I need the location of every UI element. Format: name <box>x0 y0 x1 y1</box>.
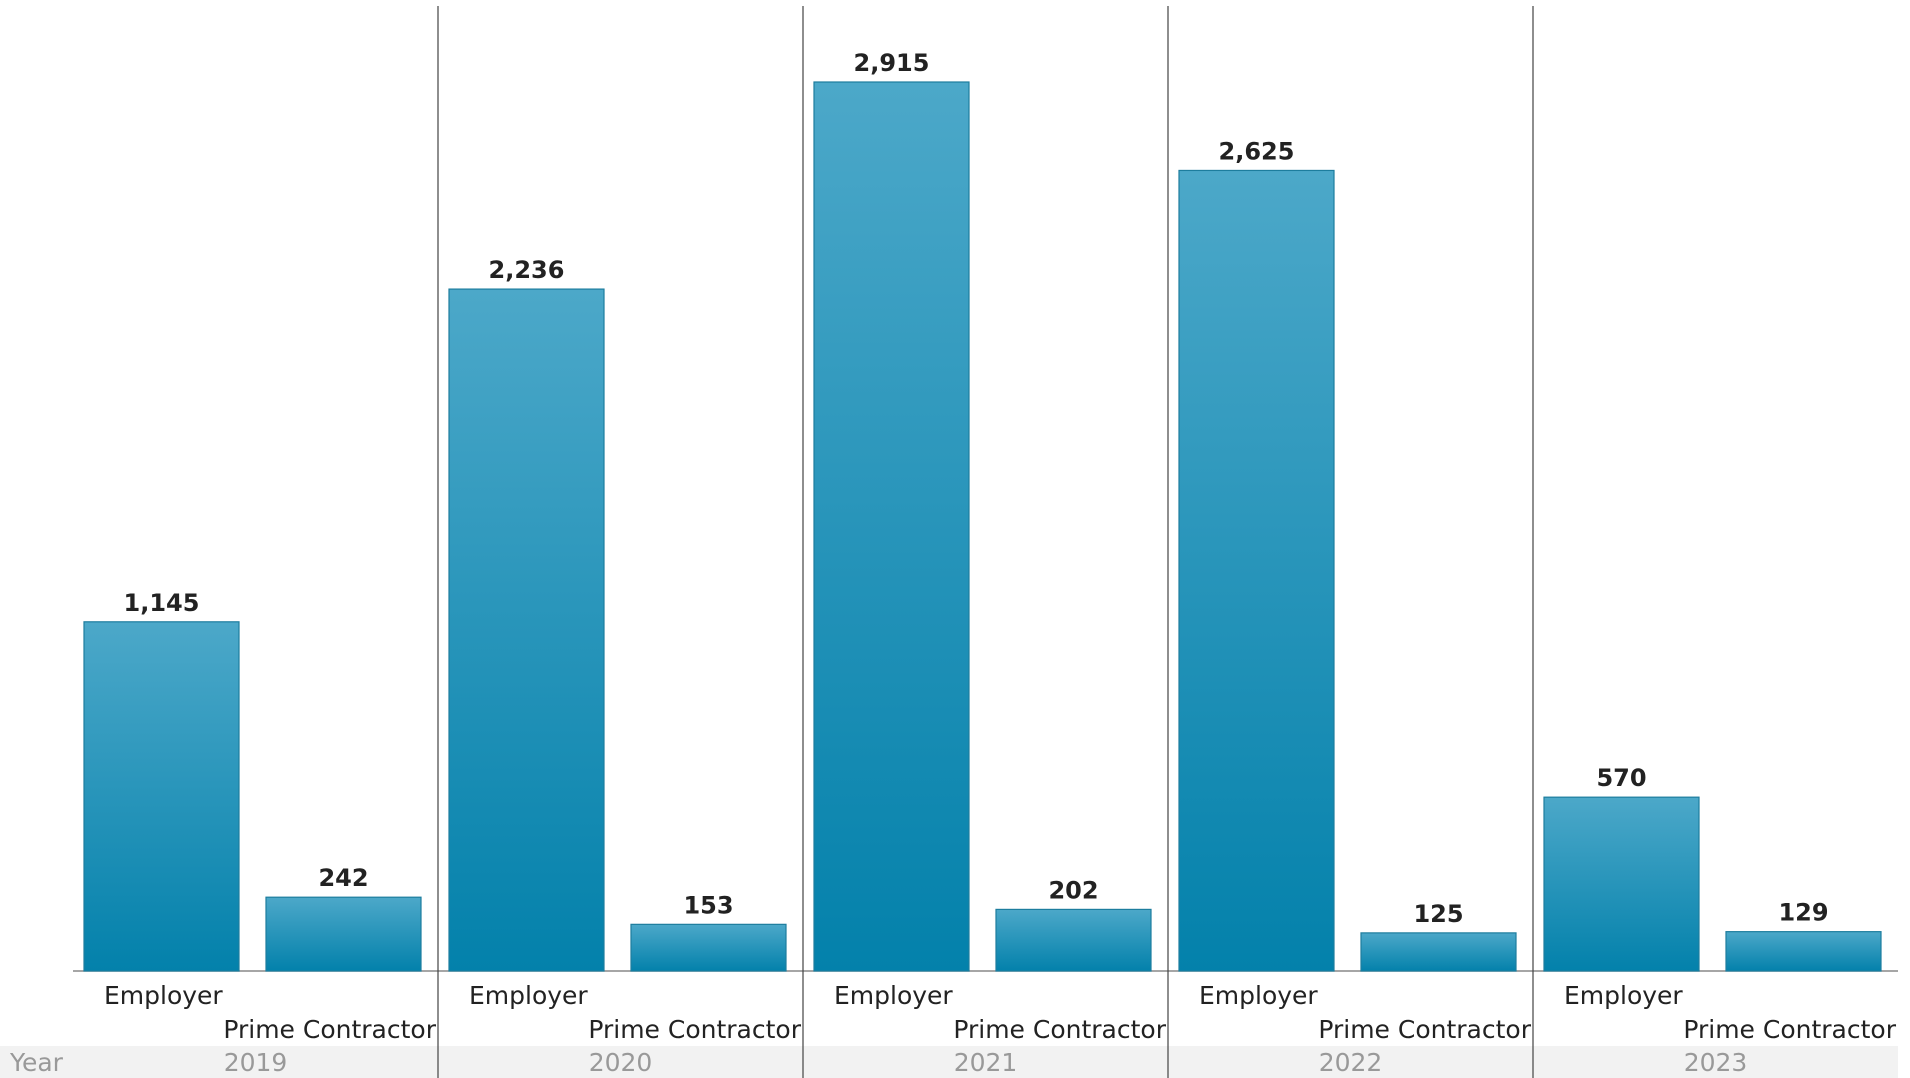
sub-label: Employer <box>834 981 953 1010</box>
bar <box>448 288 605 972</box>
year-band <box>0 1046 1898 1078</box>
data-label: 129 <box>1778 899 1828 927</box>
sub-label: Employer <box>1564 981 1683 1010</box>
bar <box>83 621 240 972</box>
x-tick-label: 2019 <box>224 1048 288 1077</box>
x-tick-label: 2022 <box>1319 1048 1383 1077</box>
sub-label: Employer <box>1199 981 1318 1010</box>
data-label: 2,915 <box>854 49 930 77</box>
x-tick-label: 2021 <box>954 1048 1018 1077</box>
sub-label: Prime Contractor <box>223 1015 436 1044</box>
bar <box>1178 169 1335 972</box>
x-tick-label: 2023 <box>1684 1048 1748 1077</box>
data-label: 2,236 <box>489 256 565 284</box>
bar <box>995 908 1152 972</box>
data-label: 2,625 <box>1219 137 1295 165</box>
sub-label: Employer <box>469 981 588 1010</box>
bar <box>1543 796 1700 972</box>
data-label: 242 <box>318 864 368 892</box>
bar <box>630 923 787 972</box>
bar <box>265 896 422 972</box>
data-label: 1,145 <box>124 589 200 617</box>
x-axis-label: Year <box>9 1048 64 1077</box>
sub-label: Employer <box>104 981 223 1010</box>
data-label: 570 <box>1596 764 1646 792</box>
sub-label: Prime Contractor <box>1318 1015 1531 1044</box>
bar <box>1725 931 1882 972</box>
bar <box>813 81 970 972</box>
sub-label: Prime Contractor <box>588 1015 801 1044</box>
data-label: 202 <box>1048 876 1098 904</box>
x-tick-label: 2020 <box>589 1048 653 1077</box>
data-label: 153 <box>683 891 733 919</box>
sub-label: Prime Contractor <box>953 1015 1166 1044</box>
bar <box>1360 932 1517 972</box>
data-label: 125 <box>1413 900 1463 928</box>
sub-label: Prime Contractor <box>1683 1015 1896 1044</box>
